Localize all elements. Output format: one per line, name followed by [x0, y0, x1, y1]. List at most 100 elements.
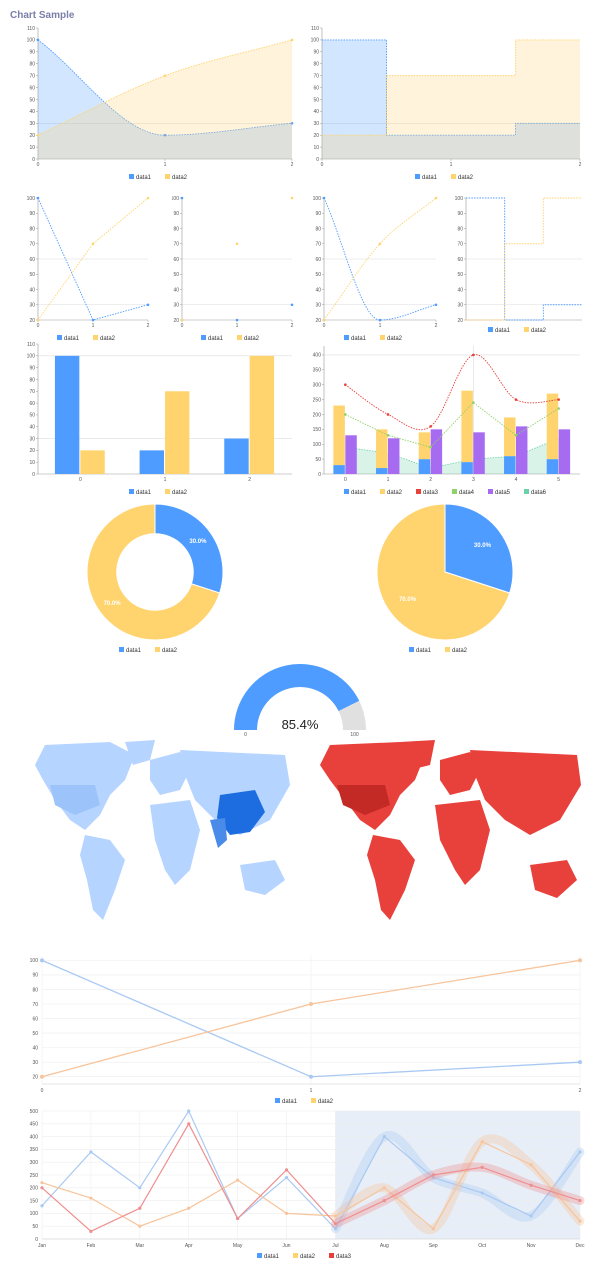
data-point-data1 — [290, 121, 294, 125]
y-tick-label: 350 — [30, 1147, 39, 1153]
data-point-data3 — [333, 1222, 338, 1226]
legend-label-data6: data6 — [531, 490, 547, 496]
map-usa — [50, 785, 100, 815]
step-chart: 20 30 40 50 60 70 80 90 100 data1 data2 — [455, 196, 582, 334]
map-africa-red — [435, 800, 490, 885]
series-line-data3 — [41, 1122, 581, 1233]
bar-data1 — [546, 459, 559, 474]
y-tick-label: 0 — [318, 472, 321, 478]
bar-data2 — [249, 355, 275, 474]
map-africa — [150, 800, 200, 885]
x-tick-label: Feb — [87, 1243, 96, 1249]
series-line-data4 — [345, 401, 559, 448]
data-point-data2 — [290, 38, 294, 42]
series-line-data1 — [41, 1109, 581, 1230]
y-tick-label: 110 — [27, 342, 35, 348]
data-point-data1 — [382, 1135, 386, 1139]
data-point-data1 — [36, 196, 40, 200]
y-tick-label: 40 — [29, 109, 35, 115]
y-tick-label: 80 — [313, 62, 319, 68]
legend-swatch-data1 — [344, 335, 349, 340]
area-fill-data2 — [38, 39, 292, 160]
x-tick-label: 4 — [515, 477, 518, 483]
legend-swatch-data2 — [445, 647, 450, 652]
data-point-data1 — [91, 318, 95, 322]
y-tick-label: 50 — [29, 97, 35, 103]
x-tick-label: 1 — [379, 323, 382, 329]
data-point-data1 — [36, 38, 40, 42]
y-tick-label: 40 — [313, 109, 319, 115]
legend-label-data1: data1 — [422, 175, 438, 181]
legend-swatch-data1 — [415, 174, 420, 179]
y-tick-label: 10 — [29, 145, 35, 151]
y-tick-label: 10 — [29, 460, 35, 466]
y-tick-label: 30 — [29, 121, 35, 127]
series-line-data2 — [466, 197, 582, 321]
y-tick-label: 40 — [315, 287, 321, 293]
bar-data1 — [224, 438, 249, 474]
world-map-blue — [35, 740, 290, 920]
data-point-data1 — [333, 1227, 338, 1231]
slice-label-data2: 70.0% — [104, 601, 122, 607]
data-point-data2 — [36, 318, 40, 322]
data-point-data3 — [344, 383, 347, 386]
y-tick-label: 50 — [32, 1031, 38, 1037]
x-tick-label: 2 — [248, 477, 251, 483]
data-point-data2 — [529, 1163, 533, 1167]
data-point-data4 — [344, 413, 347, 416]
y-tick-label: 0 — [32, 472, 35, 478]
bar-data1 — [418, 459, 431, 474]
y-tick-label: 50 — [29, 272, 35, 278]
data-point-data4 — [472, 401, 475, 404]
map-india — [210, 818, 227, 848]
legend-swatch-data1 — [488, 327, 493, 332]
donut-chart: 30.0% 70.0% data1 data2 — [86, 503, 224, 654]
data-point-data2 — [382, 1186, 386, 1190]
data-point-data1 — [180, 196, 184, 200]
legend-swatch-data2 — [524, 327, 529, 332]
y-tick-label: 80 — [173, 226, 179, 232]
y-tick-label: 90 — [315, 211, 321, 217]
y-tick-label: 0 — [316, 157, 319, 163]
y-tick-label: 20 — [457, 318, 463, 324]
y-tick-label: 100 — [30, 1211, 39, 1217]
map-usa-red — [337, 785, 390, 815]
slice-label-data1: 30.0% — [474, 543, 492, 549]
legend-swatch-data3 — [416, 489, 421, 494]
legend-swatch-data1 — [119, 647, 124, 652]
y-tick-label: 50 — [173, 272, 179, 278]
data-point-data2 — [235, 242, 239, 246]
data-point-data2 — [187, 1206, 191, 1210]
data-point-data4 — [429, 445, 432, 449]
x-tick-label: Mar — [136, 1243, 145, 1249]
bar-data2 — [504, 417, 516, 457]
bar-data1 — [504, 456, 516, 474]
y-tick-label: 150 — [313, 427, 322, 433]
bar-data1 — [54, 355, 80, 474]
legend-swatch-data2 — [311, 1098, 316, 1103]
data-point-data1 — [578, 1150, 582, 1154]
x-tick-label: Jun — [283, 1243, 291, 1249]
y-tick-label: 30 — [29, 303, 35, 309]
legend-label-data2: data2 — [458, 175, 474, 181]
map-australia — [240, 860, 285, 895]
data-point-data1 — [187, 1109, 191, 1113]
map-china — [217, 790, 265, 835]
y-tick-label: 30 — [32, 1060, 38, 1066]
data-point-data1 — [578, 1060, 582, 1065]
y-tick-label: 350 — [313, 368, 322, 374]
combo-chart: 0 50 100 150 200 250 300 350 400 0 1 2 3 4 5 data1 data2… — [313, 346, 580, 496]
map-south-america-red — [367, 835, 415, 920]
legend-swatch-data2 — [380, 489, 385, 494]
x-tick-label: 0 — [37, 162, 40, 168]
series-line-data1 — [323, 197, 437, 321]
y-tick-label: 200 — [30, 1186, 39, 1192]
x-tick-label: Nov — [527, 1243, 536, 1249]
legend-label-data2: data2 — [531, 328, 547, 334]
data-point-data2 — [138, 1224, 142, 1228]
data-point-data2 — [578, 1219, 582, 1223]
data-point-data3 — [386, 413, 390, 416]
y-tick-label: 90 — [29, 211, 35, 217]
data-point-data2 — [40, 1074, 44, 1079]
y-tick-label: 40 — [29, 287, 35, 293]
